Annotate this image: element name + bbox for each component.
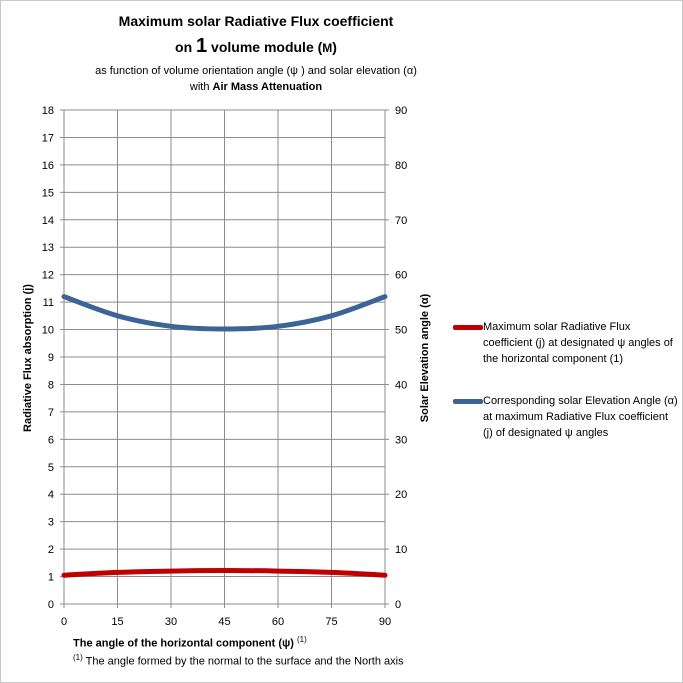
footnote: (1) The angle formed by the normal to th… bbox=[73, 653, 404, 668]
y2-tick-label: 50 bbox=[395, 325, 407, 337]
y-tick-label: 2 bbox=[48, 544, 54, 556]
x-tick-label: 0 bbox=[61, 616, 67, 628]
y2-tick-label: 0 bbox=[395, 599, 401, 611]
footnote-mark: (1) bbox=[73, 653, 83, 662]
series-line-flux bbox=[61, 568, 388, 578]
chart-subtitle-2: with Air Mass Attenuation bbox=[1, 81, 511, 93]
y-tick-label: 0 bbox=[48, 599, 54, 611]
y-tick-label: 10 bbox=[42, 325, 54, 337]
chart-subtitle: as function of volume orientation angle … bbox=[95, 65, 417, 77]
y-tick-label: 17 bbox=[42, 132, 54, 144]
x-tick-label: 15 bbox=[111, 616, 123, 628]
title-on: on bbox=[175, 39, 197, 55]
y2-tick-label: 40 bbox=[395, 379, 407, 391]
y2-tick-label: 90 bbox=[395, 105, 407, 117]
y-tick-label: 1 bbox=[48, 572, 54, 584]
series-line-elevation bbox=[61, 294, 388, 332]
x-tick-label: 45 bbox=[218, 616, 230, 628]
legend-swatch-flux bbox=[453, 325, 483, 330]
y2-tick-label: 10 bbox=[395, 544, 407, 556]
footnote-text: The angle formed by the normal to the su… bbox=[82, 655, 404, 668]
x-tick-label: 90 bbox=[379, 616, 391, 628]
subtitle-attenuation: Air Mass Attenuation bbox=[212, 81, 323, 93]
title-module-symbol: M bbox=[322, 41, 333, 55]
y2-tick-label: 30 bbox=[395, 434, 407, 446]
y-tick-label: 5 bbox=[48, 462, 54, 474]
y-tick-label: 16 bbox=[42, 160, 54, 172]
y-tick-label: 9 bbox=[48, 352, 54, 364]
y-tick-label: 15 bbox=[42, 187, 54, 199]
legend-label-elevation: Corresponding solar Elevation Angle (α) … bbox=[483, 395, 678, 439]
y-tick-label: 4 bbox=[48, 489, 54, 501]
legend-label-flux: Maximum solar Radiative Flux coefficient… bbox=[483, 321, 673, 365]
y-tick-label: 6 bbox=[48, 434, 54, 446]
y-tick-label: 8 bbox=[48, 379, 54, 391]
title-close-paren: ) bbox=[332, 39, 337, 55]
x-axis-title-text: The angle of the horizontal component (ψ… bbox=[73, 637, 298, 650]
y2-axis-title: Solar Elevation angle (α) bbox=[419, 293, 431, 422]
x-tick-label: 30 bbox=[165, 616, 177, 628]
y-tick-label: 18 bbox=[42, 105, 54, 117]
y-tick-label: 3 bbox=[48, 517, 54, 529]
legend-swatch-elevation bbox=[453, 399, 483, 404]
title-module-count: 1 bbox=[196, 35, 208, 57]
y-tick-label: 13 bbox=[42, 242, 54, 254]
y2-tick-label: 80 bbox=[395, 160, 407, 172]
x-tick-label: 60 bbox=[272, 616, 284, 628]
y2-tick-label: 60 bbox=[395, 270, 407, 282]
y-tick-label: 11 bbox=[43, 297, 54, 309]
chart-title: Maximum solar Radiative Flux coefficient bbox=[118, 13, 394, 29]
y-axis-title: Radiative Flux absorption (j) bbox=[22, 284, 34, 432]
chart-title-line2: on 1 volume module (M) bbox=[1, 35, 511, 58]
title-module-label: volume module ( bbox=[207, 39, 323, 55]
y2-tick-label: 20 bbox=[395, 489, 407, 501]
x-axis-title-note: (1) bbox=[297, 635, 307, 644]
y-tick-label: 14 bbox=[42, 215, 54, 227]
x-axis-title: The angle of the horizontal component (ψ… bbox=[73, 635, 307, 650]
y2-tick-label: 70 bbox=[395, 215, 407, 227]
y-tick-label: 12 bbox=[42, 270, 54, 282]
y-tick-label: 7 bbox=[48, 407, 54, 419]
x-tick-label: 75 bbox=[325, 616, 337, 628]
subtitle-with: with bbox=[189, 81, 213, 93]
